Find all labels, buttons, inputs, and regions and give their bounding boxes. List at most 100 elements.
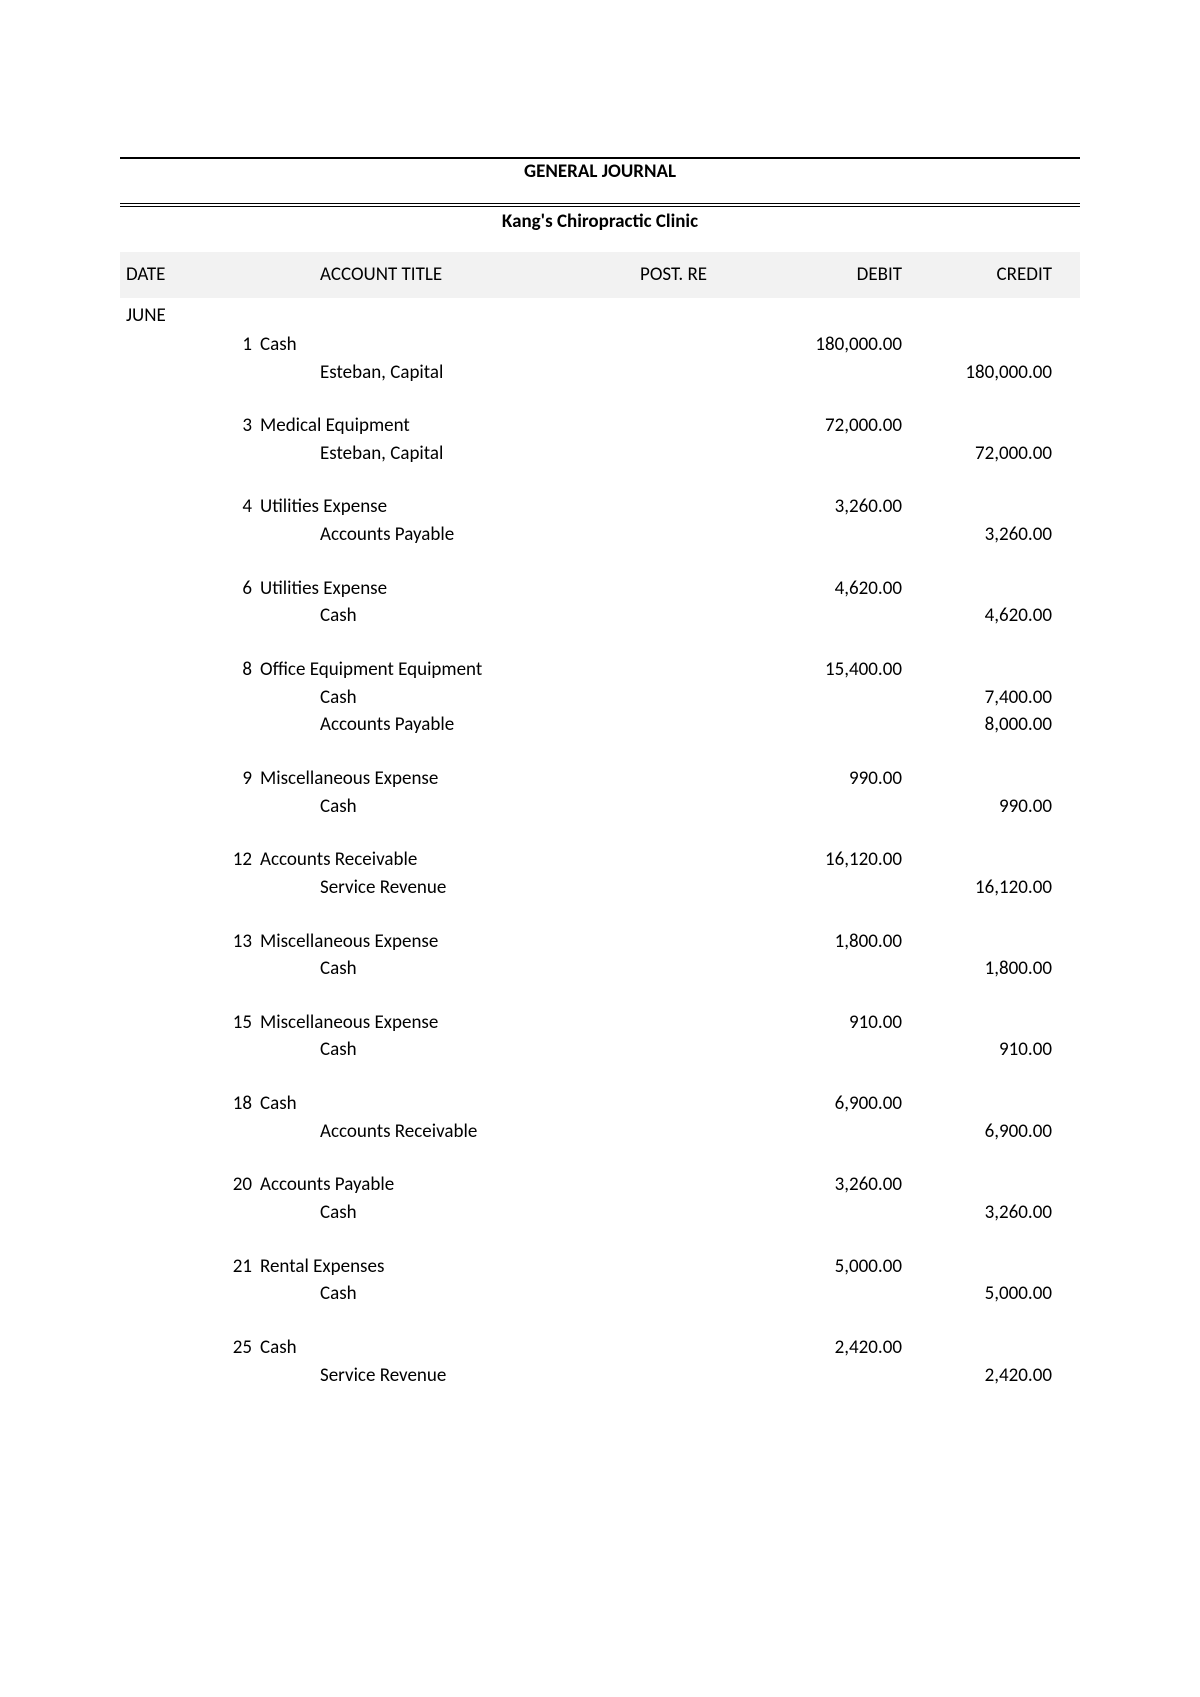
cell-account-title: Accounts Payable	[260, 1172, 640, 1198]
cell-account-title: Cash	[260, 332, 640, 358]
cell-account-title: Accounts Payable	[260, 712, 640, 738]
cell-account-title: Office Equipment Equipment	[260, 657, 640, 683]
journal-title: GENERAL JOURNAL	[120, 159, 1080, 185]
journal-entry: 9Miscellaneous Expense990.00Cash990.00	[120, 765, 1080, 820]
cell-day: 3	[210, 413, 260, 439]
cell-account-title: Accounts Payable	[260, 522, 640, 548]
journal-line: 25Cash2,420.00	[120, 1334, 1080, 1362]
cell-credit: 6,900.00	[910, 1119, 1060, 1145]
cell-day: 4	[210, 494, 260, 520]
journal-line: Cash 4,620.00	[120, 602, 1080, 630]
journal-line: 15Miscellaneous Expense 910.00	[120, 1009, 1080, 1037]
cell-debit: 15,400.00	[760, 657, 910, 683]
cell-debit: 16,120.00	[760, 847, 910, 873]
journal-entry: 15Miscellaneous Expense 910.00 Cash 910.00	[120, 1009, 1080, 1064]
header-date: DATE	[120, 262, 210, 288]
cell-day: 25	[210, 1335, 260, 1361]
cell-account-title: Miscellaneous Expense	[260, 1010, 640, 1036]
cell-debit: 180,000.00	[760, 332, 910, 358]
cell-credit: 1,800.00	[910, 956, 1060, 982]
journal-line: Accounts Receivable6,900.00	[120, 1118, 1080, 1146]
journal-entry: 18Cash 6,900.00Accounts Receivable6,900.0…	[120, 1090, 1080, 1145]
cell-credit: 3,260.00	[910, 1200, 1060, 1226]
cell-day: 9	[210, 766, 260, 792]
cell-account-title: Miscellaneous Expense	[260, 766, 640, 792]
cell-credit: 8,000.00	[910, 712, 1060, 738]
title-block: GENERAL JOURNAL	[120, 158, 1080, 185]
cell-account-title: Cash	[260, 1335, 640, 1361]
cell-day: 18	[210, 1091, 260, 1117]
cell-debit: 1,800.00	[760, 929, 910, 955]
cell-account-title: Accounts Receivable	[260, 847, 640, 873]
cell-account-title: Cash	[260, 1200, 640, 1226]
cell-day: 21	[210, 1254, 260, 1280]
header-account-title: ACCOUNT TITLE	[260, 262, 640, 288]
cell-account-title: Service Revenue	[260, 1363, 640, 1389]
cell-credit: 16,120.00	[910, 875, 1060, 901]
journal-line: Cash990.00	[120, 793, 1080, 821]
journal-line: 12Accounts Receivable16,120.00	[120, 846, 1080, 874]
header-debit: DEBIT	[760, 262, 910, 288]
journal-line: Service Revenue 16,120.00	[120, 874, 1080, 902]
subtitle-block: Kang's Chiropractic Clinic	[120, 209, 1080, 235]
journal-line: 13Miscellaneous Expense1,800.00	[120, 928, 1080, 956]
journal-entry: 12Accounts Receivable16,120.00Service Re…	[120, 846, 1080, 901]
cell-debit: 3,260.00	[760, 494, 910, 520]
header-credit: CREDIT	[910, 262, 1060, 288]
cell-account-title: Cash	[260, 1037, 640, 1063]
journal-line: 21Rental Expenses 5,000.00	[120, 1253, 1080, 1281]
cell-day: 15	[210, 1010, 260, 1036]
journal-entry: 1Cash 180,000.00 Esteban, Capital 180,000.0…	[120, 331, 1080, 386]
cell-debit: 6,900.00	[760, 1091, 910, 1117]
journal-entry: 21Rental Expenses 5,000.00Cash5,000.00	[120, 1253, 1080, 1308]
column-header-row: DATE ACCOUNT TITLE POST. RE DEBIT CREDIT	[120, 252, 1080, 298]
journal-line: 8Office Equipment Equipment15,400.00	[120, 656, 1080, 684]
cell-credit: 910.00	[910, 1037, 1060, 1063]
cell-credit: 7,400.00	[910, 685, 1060, 711]
journal-line: 20Accounts Payable3,260.00	[120, 1171, 1080, 1199]
cell-account-title: Service Revenue	[260, 875, 640, 901]
journal-line: Esteban, Capital72,000.00	[120, 440, 1080, 468]
journal-line: Cash 7,400.00	[120, 684, 1080, 712]
cell-account-title: Cash	[260, 794, 640, 820]
cell-day: 1	[210, 332, 260, 358]
journal-line: Service Revenue2,420.00	[120, 1362, 1080, 1390]
journal-line: Cash1,800.00	[120, 955, 1080, 983]
cell-day: 13	[210, 929, 260, 955]
journal-line: 6Utilities Expense4,620.00	[120, 575, 1080, 603]
cell-credit: 5,000.00	[910, 1281, 1060, 1307]
month-label: JUNE	[120, 298, 1080, 327]
cell-day: 20	[210, 1172, 260, 1198]
journal-subtitle: Kang's Chiropractic Clinic	[120, 209, 1080, 235]
journal-entry: 20Accounts Payable3,260.00Cash 3,260.00	[120, 1171, 1080, 1226]
journal-line: Cash5,000.00	[120, 1280, 1080, 1308]
cell-account-title: Cash	[260, 603, 640, 629]
cell-account-title: Utilities Expense	[260, 494, 640, 520]
journal-entry: 4Utilities Expense3,260.00Accounts Payab…	[120, 493, 1080, 548]
journal-line: Accounts Payable 8,000.00	[120, 711, 1080, 739]
cell-account-title: Cash	[260, 1091, 640, 1117]
cell-account-title: Utilities Expense	[260, 576, 640, 602]
journal-line: Cash 3,260.00	[120, 1199, 1080, 1227]
journal-page: GENERAL JOURNAL Kang's Chiropractic Clin…	[0, 0, 1200, 1389]
cell-debit: 910.00	[760, 1010, 910, 1036]
cell-credit: 4,620.00	[910, 603, 1060, 629]
cell-debit: 5,000.00	[760, 1254, 910, 1280]
journal-entry: 8Office Equipment Equipment15,400.00Cash…	[120, 656, 1080, 739]
cell-debit: 72,000.00	[760, 413, 910, 439]
journal-line: Accounts Payable 3,260.00	[120, 521, 1080, 549]
journal-line: 1Cash 180,000.00	[120, 331, 1080, 359]
journal-entry: 6Utilities Expense4,620.00Cash 4,620.00	[120, 575, 1080, 630]
journal-line: 18Cash 6,900.00	[120, 1090, 1080, 1118]
journal-line: 3Medical Equipment72,000.00	[120, 412, 1080, 440]
cell-account-title: Rental Expenses	[260, 1254, 640, 1280]
journal-line: 9Miscellaneous Expense990.00	[120, 765, 1080, 793]
cell-account-title: Esteban, Capital	[260, 360, 640, 386]
header-post-ref: POST. RE	[640, 262, 760, 288]
cell-account-title: Cash	[260, 685, 640, 711]
journal-entry: 13Miscellaneous Expense1,800.00Cash1,800…	[120, 928, 1080, 983]
cell-credit: 180,000.00	[910, 360, 1060, 386]
cell-credit: 72,000.00	[910, 441, 1060, 467]
cell-credit: 3,260.00	[910, 522, 1060, 548]
journal-line: Esteban, Capital 180,000.00	[120, 359, 1080, 387]
